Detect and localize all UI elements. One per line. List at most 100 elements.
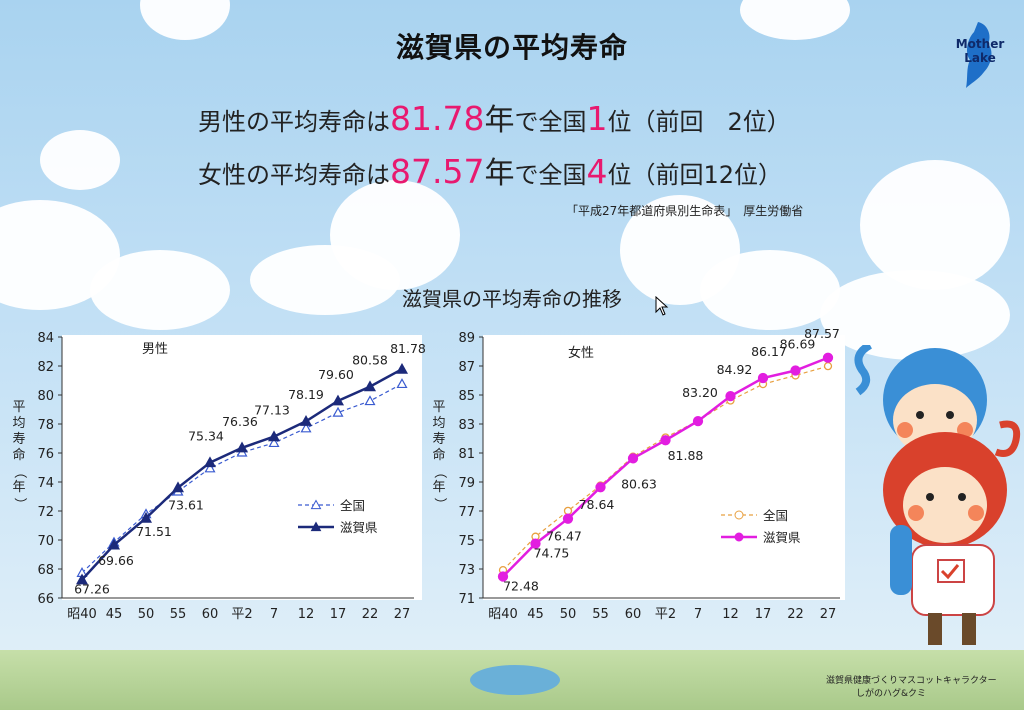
data-label: 78.64 <box>579 497 615 512</box>
female-summary: 女性の平均寿命は87.57年で全国4位（前回12位） <box>198 148 782 192</box>
data-point-marker <box>395 362 409 374</box>
mascot-credit-line-1: 滋賀県健康づくりマスコットキャラクター <box>826 676 997 686</box>
x-tick-label: 45 <box>106 607 123 622</box>
male-summary-prefix: 男性の平均寿命は <box>198 108 390 136</box>
chart-title: 男性 <box>142 342 168 357</box>
x-tick-label: 45 <box>527 607 544 622</box>
data-point-marker <box>725 391 736 402</box>
x-tick-label: 60 <box>202 607 219 622</box>
female-y-axis-label: 平均寿命（年） <box>432 400 447 511</box>
y-tick-label: 73 <box>458 563 475 578</box>
cloud <box>90 250 230 330</box>
male-y-axis-label: 平均寿命（年） <box>12 400 27 511</box>
data-point-marker <box>595 482 606 493</box>
data-point-marker <box>235 441 249 453</box>
legend-marker <box>734 532 744 542</box>
x-tick-label: 60 <box>625 607 642 622</box>
male-unit: 年 <box>484 103 515 138</box>
male-life-expectancy: 81.78 <box>390 99 485 138</box>
data-point-marker <box>268 437 280 448</box>
data-point-marker <box>203 456 217 468</box>
data-label: 87.57 <box>804 326 840 341</box>
y-tick-label: 80 <box>37 389 54 404</box>
data-label: 81.88 <box>668 448 704 463</box>
data-label: 81.78 <box>390 341 426 356</box>
mother-lake-logo: Mother Lake <box>956 22 1005 88</box>
data-point-marker <box>75 573 89 585</box>
data-point-marker <box>530 538 541 549</box>
mascot-credit: 滋賀県健康づくりマスコットキャラクター しがのハグ&クミ <box>826 675 997 701</box>
x-tick-label: 55 <box>170 607 187 622</box>
chart-svg: 66 68 70 72 74 76 78 80 82 84 昭40 45 50 55 60 平2 7 12 17 22… <box>37 331 426 622</box>
data-point-marker <box>171 481 185 493</box>
cloud <box>860 160 1010 290</box>
cloud <box>820 270 1010 360</box>
x-tick-label: 50 <box>560 607 577 622</box>
x-tick-label: 17 <box>330 607 347 622</box>
y-tick-label: 81 <box>458 447 475 462</box>
male-rank: 1 <box>586 99 608 138</box>
y-tick-label: 84 <box>37 331 54 346</box>
data-label: 83.20 <box>682 385 718 400</box>
female-life-expectancy: 87.57 <box>390 152 485 191</box>
data-label: 80.58 <box>352 353 388 368</box>
y-tick-label: 79 <box>458 476 475 491</box>
data-label: 78.19 <box>288 387 324 402</box>
female-life-expectancy-chart: 71 73 75 77 79 81 83 85 87 89 昭40 45 50 55 60 平2 7 12 17 22… <box>458 326 845 622</box>
x-tick-label: 27 <box>820 607 837 622</box>
y-tick-label: 66 <box>37 592 54 607</box>
data-label: 75.34 <box>188 429 224 444</box>
x-tick-label: 12 <box>298 607 315 622</box>
male-life-expectancy-chart: 66 68 70 72 74 76 78 80 82 84 昭40 45 50 55 60 平2 7 12 17 22… <box>37 331 425 622</box>
logo-text-1: Mother <box>956 37 1005 51</box>
legend-marker <box>310 499 322 510</box>
lake <box>470 665 560 695</box>
data-point-marker <box>139 511 153 523</box>
legend-marker <box>310 521 322 532</box>
x-tick-label: 17 <box>755 607 772 622</box>
data-label: 79.60 <box>318 367 354 382</box>
y-tick-label: 72 <box>37 505 54 520</box>
legend-label: 滋賀県 <box>340 520 378 535</box>
data-point-marker <box>363 380 377 392</box>
data-point-marker <box>107 538 121 550</box>
x-tick-label: 平2 <box>231 607 252 622</box>
data-point-marker <box>660 435 671 446</box>
male-summary: 男性の平均寿命は81.78年で全国1位（前回 2位） <box>198 95 791 139</box>
data-point-marker <box>563 506 573 516</box>
data-label: 76.47 <box>546 529 582 544</box>
female-rank: 4 <box>586 152 608 191</box>
y-tick-label: 83 <box>458 418 475 433</box>
data-point-marker <box>692 415 704 427</box>
cloud <box>250 245 400 315</box>
x-tick-label: 昭40 <box>488 607 518 622</box>
mascot-credit-line-2: しがのハグ&クミ <box>856 689 927 699</box>
data-label: 73.61 <box>168 498 204 513</box>
x-tick-label: 7 <box>694 607 702 622</box>
x-tick-label: 平2 <box>655 607 676 622</box>
shiga-series-line <box>81 368 403 581</box>
x-tick-label: 50 <box>138 607 155 622</box>
data-point-marker <box>497 571 509 582</box>
data-point-marker <box>562 513 574 524</box>
male-summary-mid: で全国 <box>514 108 587 136</box>
data-point-marker <box>267 430 281 442</box>
data-point-marker <box>331 394 345 406</box>
legend-label: 全国 <box>763 508 788 523</box>
y-tick-label: 87 <box>458 360 475 375</box>
y-tick-label: 75 <box>458 534 475 549</box>
chart-section-subtitle: 滋賀県の平均寿命の推移 <box>402 287 622 311</box>
legend-label: 全国 <box>340 498 365 513</box>
page-title: 滋賀県の平均寿命 <box>395 31 628 64</box>
y-tick-label: 70 <box>37 534 54 549</box>
x-tick-label: 22 <box>362 607 379 622</box>
x-tick-label: 55 <box>592 607 609 622</box>
y-tick-label: 82 <box>37 360 54 375</box>
x-tick-label: 22 <box>787 607 804 622</box>
data-label: 72.48 <box>503 579 539 594</box>
source-note: 「平成27年都道府県別生命表」 厚生労働省 <box>566 204 804 218</box>
cloud <box>700 250 840 330</box>
data-label: 77.13 <box>254 403 290 418</box>
x-tick-label: 7 <box>270 607 278 622</box>
x-tick-label: 昭40 <box>67 607 97 622</box>
